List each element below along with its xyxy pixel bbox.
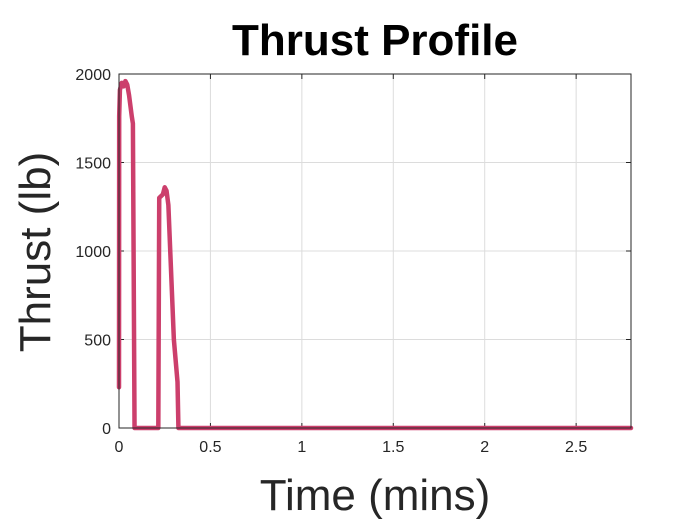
x-tick-label: 0.5 (199, 439, 221, 456)
tick-labels: 0 0.5 1 1.5 2 2.5 0 500 1000 1500 2000 (75, 67, 587, 456)
y-tick-label: 1500 (75, 156, 111, 173)
x-tick-label: 2.5 (565, 439, 587, 456)
y-tick-label: 500 (84, 333, 111, 350)
x-tick-label: 1.5 (382, 439, 404, 456)
axes-box (118, 73, 632, 429)
chart-title: Thrust Profile (232, 16, 518, 65)
y-tick-label: 1000 (75, 244, 111, 261)
y-axis-label: Thrust (lb) (11, 152, 60, 352)
x-tick-label: 1 (297, 439, 306, 456)
x-tick-label: 0 (115, 439, 124, 456)
x-axis-label: Time (mins) (260, 471, 491, 520)
x-tick-label: 2 (480, 439, 489, 456)
y-tick-label: 0 (102, 421, 111, 438)
y-tick-label: 2000 (75, 67, 111, 84)
